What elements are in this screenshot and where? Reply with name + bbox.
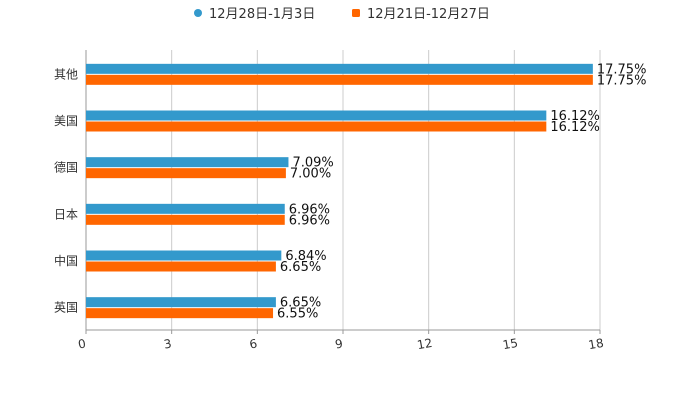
data-label-series-0: 16.12% — [550, 109, 600, 124]
data-label-series-0: 6.96% — [289, 202, 330, 217]
legend-label: 12月28日-1月3日 — [209, 7, 315, 22]
bar-series-0 — [86, 63, 593, 74]
category-label: 其他 — [54, 67, 78, 81]
legend-marker-square-icon — [352, 9, 360, 17]
x-tick-label: 3 — [163, 336, 173, 351]
value-label-layer: 17.75%17.75%16.12%16.12%7.09%7.00%6.96%6… — [277, 62, 646, 321]
bar-series-1 — [86, 308, 274, 319]
data-label-series-1: 7.00% — [290, 167, 331, 182]
category-label: 德国 — [54, 160, 78, 175]
bar-series-1 — [86, 214, 285, 225]
data-label-series-1: 16.12% — [550, 120, 600, 135]
data-label-series-0: 7.09% — [292, 156, 333, 171]
bar-series-1 — [86, 121, 547, 132]
legend: 12月28日-1月3日 12月21日-12月27日 — [194, 7, 490, 22]
bar-series-0 — [86, 250, 282, 261]
data-label-series-0: 17.75% — [597, 62, 647, 77]
category-label: 美国 — [54, 114, 78, 128]
data-label-series-1: 6.55% — [277, 307, 318, 322]
bar-series-1 — [86, 261, 276, 272]
data-label-series-1: 6.65% — [280, 260, 321, 275]
data-label-series-1: 6.96% — [289, 213, 330, 228]
legend-marker-circle-icon — [194, 9, 202, 17]
x-tick-label: 12 — [416, 336, 433, 352]
category-label: 中国 — [54, 253, 78, 268]
grid-layer — [171, 50, 601, 330]
category-label: 英国 — [54, 301, 78, 315]
x-tick-label: 6 — [248, 336, 258, 351]
x-tick-label: 0 — [77, 336, 87, 351]
legend-label: 12月21日-12月27日 — [367, 7, 490, 22]
data-label-series-1: 17.75% — [597, 73, 647, 88]
bar-series-0 — [86, 110, 547, 121]
bar-series-0 — [86, 203, 285, 214]
x-tick-label: 18 — [587, 336, 604, 352]
data-label-series-0: 6.65% — [280, 296, 321, 311]
x-tick-label: 15 — [502, 336, 519, 352]
category-label: 日本 — [54, 207, 78, 221]
x-tick-label: 9 — [334, 336, 344, 351]
bar-series-0 — [86, 157, 289, 168]
bar-series-1 — [86, 168, 286, 179]
data-label-series-0: 6.84% — [285, 249, 326, 264]
bar-series-1 — [86, 74, 593, 85]
bar-layer — [86, 63, 593, 319]
bar-series-0 — [86, 297, 276, 308]
